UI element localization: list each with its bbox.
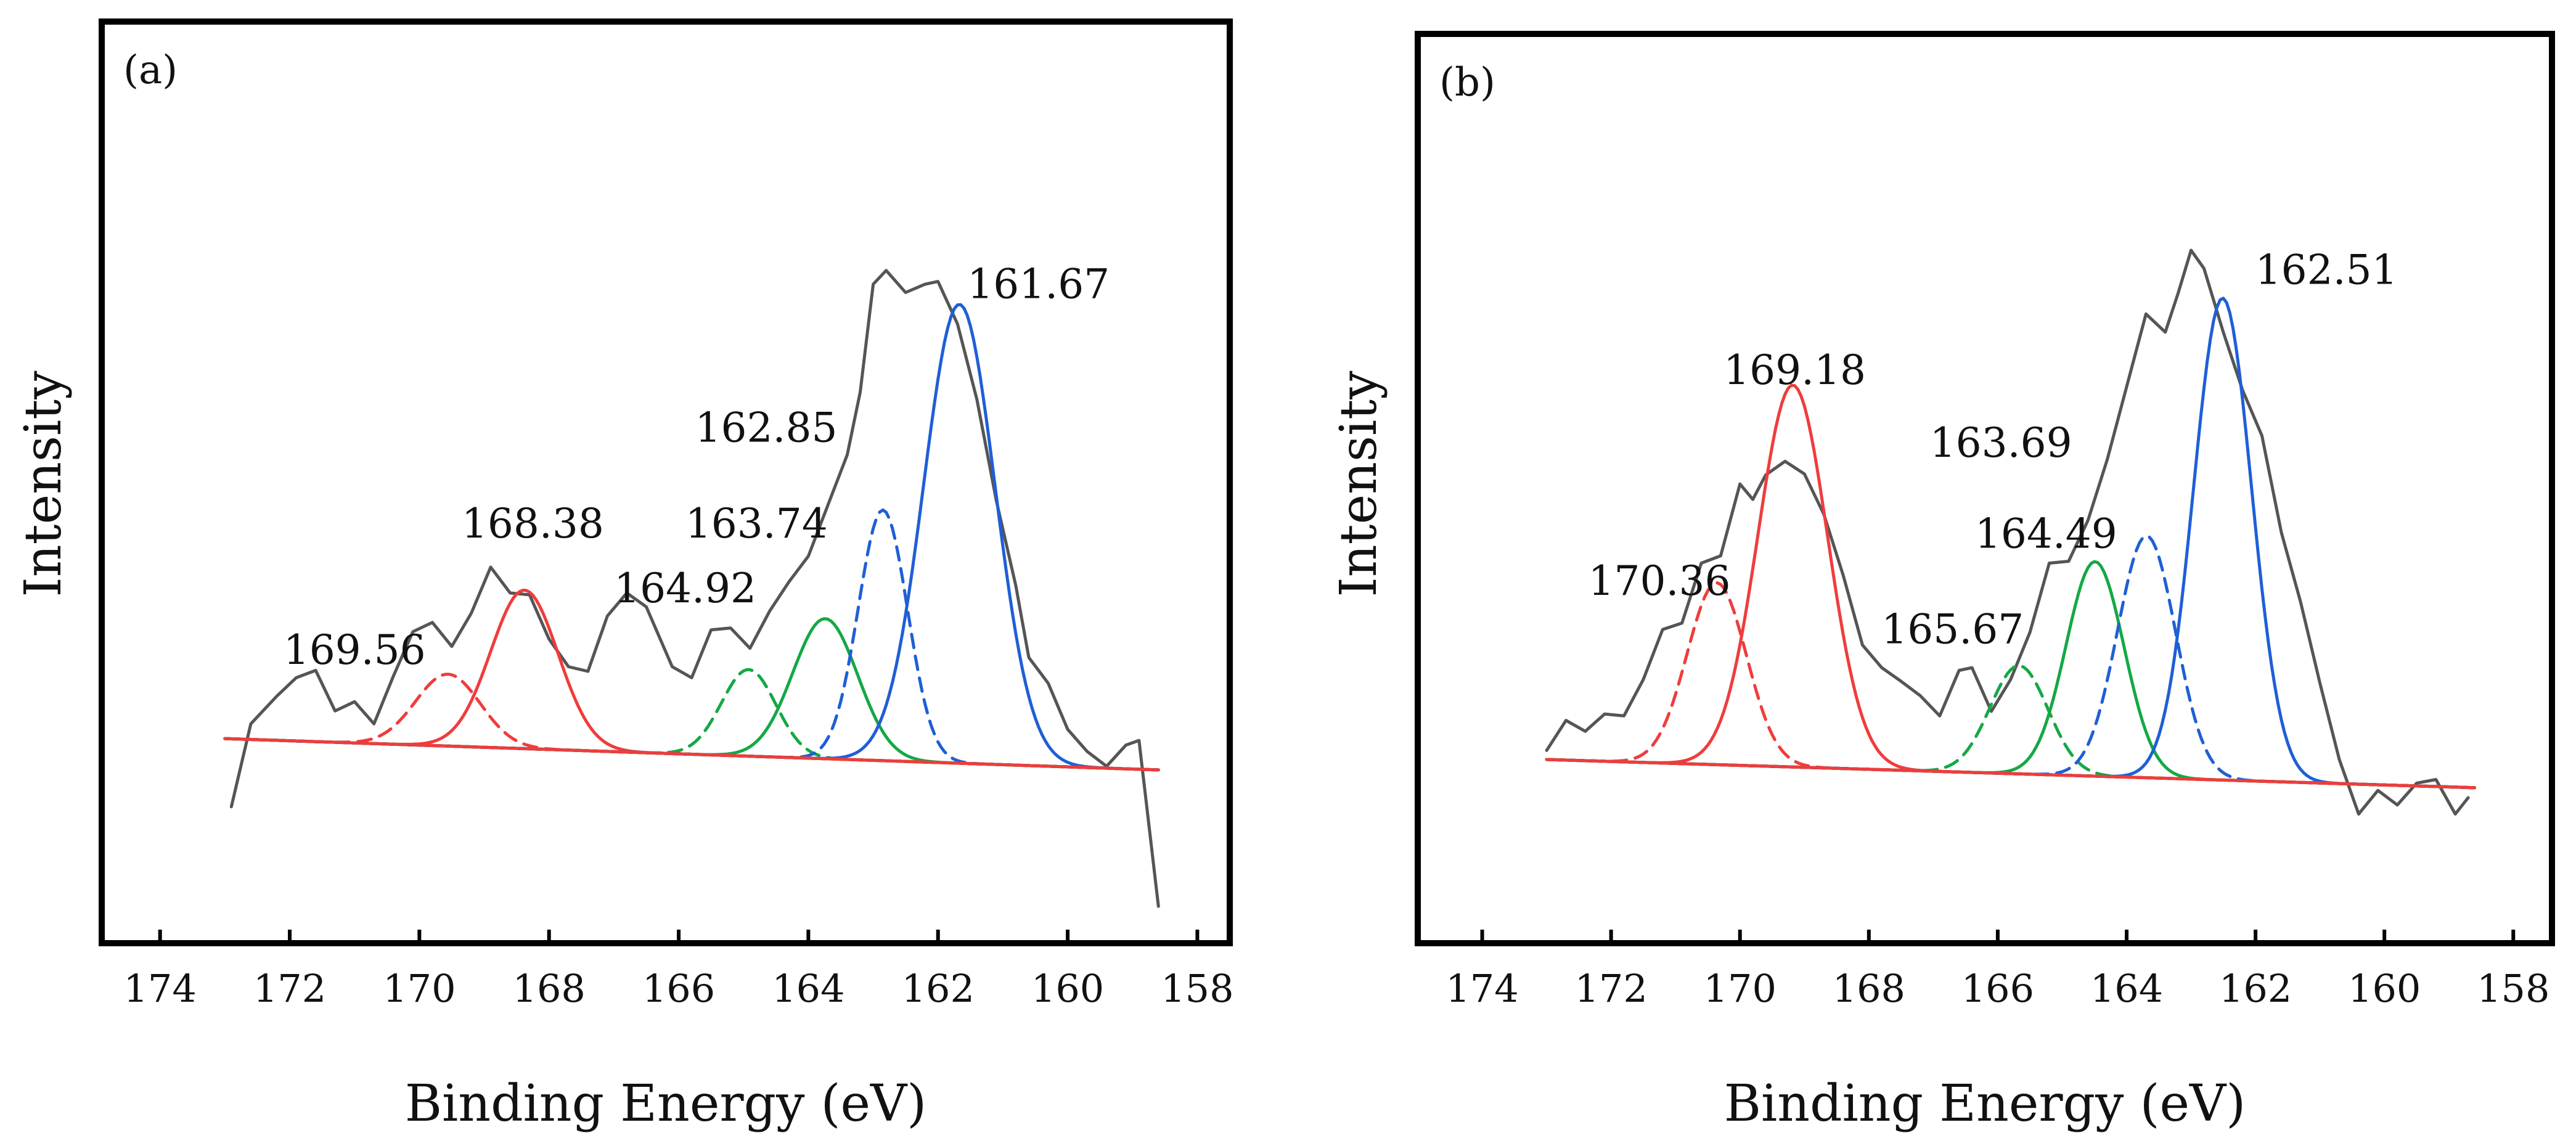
x-axis-label-a: Binding Energy (eV) [405, 1074, 926, 1133]
peak-labels-b: 170.36 169.18 165.67 164.49 163.69 162.51 [1589, 247, 2398, 653]
panel-b: (b) 174 172 170 168 166 164 162 160 158 170.36 16… [1330, 31, 2555, 1133]
x-tick-label-174: 174 [1445, 966, 1518, 1011]
x-axis-ticks-a [158, 930, 1200, 943]
x-tick-labels-b: 174 172 170 168 166 164 162 160 158 [1445, 966, 2549, 1011]
x-tick-label-168: 168 [1833, 966, 1905, 1011]
y-axis-label-a: Intensity [14, 370, 73, 597]
x-tick-label-168: 168 [513, 966, 586, 1011]
raw-spectrum-line [229, 269, 1160, 908]
y-axis-label-b: Intensity [1330, 370, 1388, 597]
peak-label: 162.51 [2255, 247, 2398, 294]
peak-label: 165.67 [1881, 605, 2024, 653]
baseline-line-red [223, 737, 1160, 772]
x-tick-label-166: 166 [1961, 966, 2034, 1011]
x-tick-label-160: 160 [2348, 966, 2421, 1011]
peak-label: 164.49 [1975, 510, 2117, 557]
raw-spectrum-line [1545, 248, 2470, 816]
panel-label-a: (a) [123, 47, 178, 93]
x-tick-label-174: 174 [123, 966, 196, 1011]
peak-label: 162.85 [695, 404, 838, 452]
x-tick-label-164: 164 [772, 966, 844, 1011]
x-tick-label-158: 158 [1161, 966, 1233, 1011]
x-tick-label-170: 170 [383, 966, 456, 1011]
x-tick-labels-a: 174 172 170 168 166 164 162 160 158 [123, 966, 1233, 1011]
curves-b [1545, 248, 2477, 816]
panel-label-b: (b) [1439, 60, 1495, 105]
x-tick-label-164: 164 [2090, 966, 2163, 1011]
x-axis-ticks-b [1480, 930, 2516, 943]
x-tick-label-172: 172 [1574, 966, 1647, 1011]
panel-a: (a) 174 172 170 168 166 164 162 160 158 169.5616… [14, 18, 1234, 1133]
peak-label: 170.36 [1589, 557, 1731, 605]
peak-label: 168.38 [462, 500, 604, 547]
x-tick-label-172: 172 [253, 966, 326, 1011]
x-tick-label-170: 170 [1704, 966, 1777, 1011]
curves-a [223, 269, 1160, 908]
peak-label: 164.92 [614, 565, 756, 612]
plot-frame-a [99, 18, 1233, 946]
peak-label: 169.56 [284, 626, 426, 674]
x-tick-label-162: 162 [902, 966, 975, 1011]
x-tick-label-162: 162 [2219, 966, 2292, 1011]
x-tick-label-166: 166 [642, 966, 715, 1011]
peak-label: 169.18 [1723, 346, 1866, 394]
plot-frame-b [1415, 31, 2555, 946]
x-axis-label-b: Binding Energy (eV) [1724, 1074, 2246, 1133]
x-tick-label-160: 160 [1031, 966, 1104, 1011]
peak-label: 161.67 [967, 261, 1110, 308]
x-tick-label-158: 158 [2477, 966, 2549, 1011]
peak-label: 163.69 [1930, 419, 2072, 467]
baseline-line-red [1545, 758, 2477, 790]
peak-label: 163.74 [685, 500, 828, 547]
